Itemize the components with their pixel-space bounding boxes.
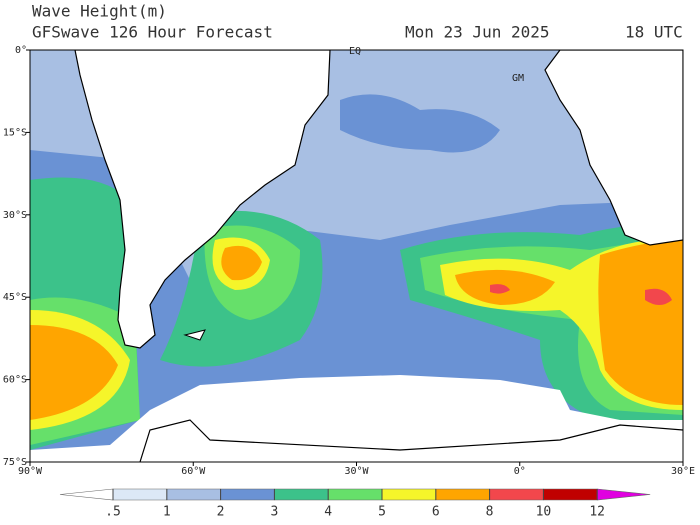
colorbar-bin [435, 488, 490, 501]
colorbar-bin [112, 488, 168, 501]
wave-zone [30, 325, 118, 420]
coastline [139, 419, 683, 462]
colorbar-label: 3 [270, 505, 278, 520]
meridian-label: GM [512, 73, 524, 84]
lon-label: 30°E [671, 466, 695, 477]
colorbar-label: .5 [105, 505, 121, 520]
lat-label: 0° [15, 45, 27, 56]
time: 18 UTC [625, 23, 683, 42]
lat-label: 75°S [3, 457, 27, 468]
colorbar-label: 12 [589, 505, 605, 520]
colorbar-label: 10 [536, 505, 552, 520]
colorbar-bin [596, 488, 651, 501]
africa [544, 50, 683, 246]
wave-zone [598, 240, 683, 405]
subtitle: GFSwave 126 Hour Forecast [32, 23, 273, 42]
lat-label: 60°S [3, 375, 27, 386]
wave-zone [490, 284, 510, 294]
colorbar-bin [166, 488, 221, 501]
lat-label: 45°S [3, 292, 27, 303]
title: Wave Height(m) [32, 2, 167, 21]
colorbar-bin [327, 488, 383, 501]
colorbar: .5 1 2 3 4 5 6 8 10 12 [59, 488, 651, 520]
wave-zone [221, 245, 262, 281]
map-ticks: 0° 15°S 30°S 45°S 60°S 75°S90°W 60°W 30°W 0° 30°E [3, 45, 695, 477]
wave-zone [645, 288, 672, 305]
map-field [30, 50, 683, 462]
colorbar-bin [274, 488, 329, 501]
lon-label: 0° [514, 466, 526, 477]
colorbar-bin [59, 488, 114, 501]
lat-label: 30°S [3, 210, 27, 221]
colorbar-label: 6 [432, 505, 440, 520]
lon-label: 30°W [344, 466, 369, 477]
equator-label: EQ [349, 46, 361, 57]
colorbar-bin [489, 488, 544, 501]
colorbar-bin [543, 488, 598, 501]
wave-zone [30, 150, 683, 450]
colorbar-label: 4 [324, 505, 332, 520]
colorbar-label: 8 [486, 505, 494, 520]
colorbar-label: 2 [217, 505, 225, 520]
falklands [183, 329, 206, 341]
colorbar-label: 1 [163, 505, 171, 520]
lat-label: 15°S [3, 127, 27, 138]
date: Mon 23 Jun 2025 [405, 23, 550, 42]
colorbar-bin [220, 488, 275, 501]
antarctica-ice [30, 375, 683, 462]
wave-zone [340, 94, 500, 153]
lon-label: 60°W [181, 466, 206, 477]
colorbar-bin [381, 488, 437, 501]
colorbar-label: 5 [378, 505, 386, 520]
south-america [74, 50, 331, 349]
lon-label: 90°W [18, 466, 43, 477]
